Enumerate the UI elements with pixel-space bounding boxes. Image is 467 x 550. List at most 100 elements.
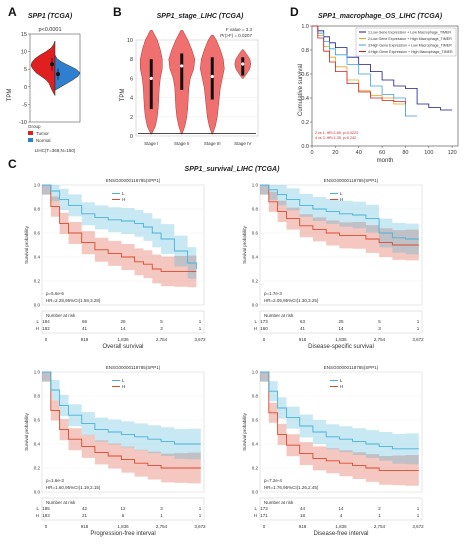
legend-label: 4:High Gene Expression + High Macrophage… <box>368 50 453 54</box>
km-curve-L <box>260 184 419 240</box>
xtick-label: Stage I <box>144 141 158 146</box>
risk-count: 4 <box>340 513 343 518</box>
risk-table-title: Number at risk <box>46 313 76 318</box>
risk-count: 12 <box>120 506 126 511</box>
risk-row-label: L <box>254 319 257 324</box>
pvalue-text: p=7.2e-4 <box>264 478 282 483</box>
km-curve-group-3 <box>312 25 418 117</box>
risk-count: 63 <box>300 319 306 324</box>
legend-swatch-normal <box>28 138 33 142</box>
plot-frame <box>29 33 81 123</box>
risk-row-label: L <box>36 506 39 511</box>
risk-count: 3 <box>378 326 381 331</box>
median-point <box>149 76 153 80</box>
risk-count: 14 <box>120 326 126 331</box>
xtick-label: 120 <box>448 150 457 156</box>
risk-table-frame <box>259 310 423 334</box>
km-curve-group-1 <box>312 25 453 111</box>
risk-count: 14 <box>338 326 344 331</box>
risk-count: 26 <box>120 319 126 324</box>
plot-frame <box>41 371 205 493</box>
ytick-label: 0.6 <box>34 231 41 236</box>
stat-text: 2 vs 1: HR=1.69, p=0.0223 <box>315 131 358 135</box>
xtick-label: Stage III <box>204 141 221 146</box>
km-curve-H <box>42 184 197 272</box>
plot-title: ENSG00000118785(SPP1) <box>106 178 161 183</box>
ytick-label: 15 <box>21 32 27 38</box>
y-axis-label: Survival probability <box>24 225 29 264</box>
ytick-label: 1.0 <box>34 183 41 188</box>
risk-count: 1 <box>417 319 420 324</box>
ytick-label: 10 <box>21 50 27 56</box>
legend-label: L <box>122 191 125 196</box>
ytick-label: 1.0 <box>34 370 41 375</box>
median-point <box>180 64 184 68</box>
risk-row-label: H <box>36 326 39 331</box>
panel-b-title: SPP1_stage_LIHC (TCGA) <box>157 13 244 20</box>
legend-label-normal: Normal <box>36 138 51 143</box>
km-curve-H <box>260 371 419 471</box>
boxplot-iqr <box>210 57 214 100</box>
median-point-normal <box>56 72 60 77</box>
risk-count: 44 <box>300 506 306 511</box>
panel-c-title: SPP1_survival_LIHC (TCGA) <box>185 166 281 173</box>
xtick-label: Stage IV <box>234 141 251 146</box>
xtick-label: 0 <box>45 524 48 529</box>
ytick-label: 0.6 <box>252 231 259 236</box>
hr-text: HR=2.28,95%CI(1.58,3.28) <box>46 298 101 303</box>
risk-count: 5 <box>160 319 163 324</box>
xtick-label: 80 <box>402 150 408 156</box>
ci-band-L <box>42 185 197 286</box>
risk-count: 171 <box>260 513 268 518</box>
risk-count: 1 <box>417 506 420 511</box>
ytick-label: 0.8 <box>252 394 259 399</box>
risk-table-frame <box>41 497 205 521</box>
xtick-label: 40 <box>356 150 362 156</box>
legend-frame <box>355 27 457 57</box>
risk-count: 1 <box>199 506 202 511</box>
panel-b-ylabel: TPM <box>120 89 126 102</box>
km-curve-L <box>42 371 201 445</box>
km-panels: ENSG00000118785(SPP1) Survival probabilit… <box>24 178 424 537</box>
plot-title: ENSG00000118785(SPP1) <box>324 178 379 183</box>
xtick-label: 918 <box>299 524 307 529</box>
legend-label: L <box>340 191 343 196</box>
ytick-label: 10 <box>127 38 133 44</box>
km-curve-H <box>260 184 419 246</box>
pvalue-text: p=1.6e-3 <box>46 478 64 483</box>
ytick-label: 0.8 <box>34 207 41 212</box>
panel-a-pvalue: p<0.0001 <box>38 27 61 33</box>
risk-count: 66 <box>82 319 88 324</box>
panel-a-ylabel: TPM <box>7 89 13 102</box>
boxplot-iqr <box>241 57 245 76</box>
risk-count: 14 <box>338 506 344 511</box>
x-axis-label: Disease-free interval <box>313 531 368 537</box>
risk-count: 42 <box>82 506 88 511</box>
ytick-label: 5 <box>24 67 27 73</box>
ytick-label: 0.4 <box>34 442 41 447</box>
ytick-label: 0.2 <box>34 279 41 284</box>
ytick-label: 1.0 <box>252 183 259 188</box>
panel-d-xlabel: month <box>377 158 394 164</box>
risk-count: 41 <box>82 326 88 331</box>
xtick-label: 0 <box>45 337 48 342</box>
ytick-label: 0.4 <box>252 442 259 447</box>
y-axis-label: Survival probability <box>242 225 247 264</box>
legend-label: H <box>122 197 125 202</box>
panel-c-letter: C <box>8 157 17 171</box>
ci-band-L <box>260 372 419 465</box>
legend-swatch-tumor <box>28 131 33 135</box>
panel-d-letter: D <box>290 5 299 19</box>
boxplot-iqr <box>180 53 184 90</box>
xtick-label: 60 <box>379 150 385 156</box>
legend-label: 1:Low Gene Expression + Low Macrophage_T… <box>368 31 451 35</box>
hr-text: HR=1.76,95%CI(1.26,2.45) <box>264 485 319 490</box>
ytick-label: -5 <box>22 102 27 108</box>
legend-label: L <box>122 378 125 383</box>
ytick-label: 0.0 <box>252 303 259 308</box>
legend-label: H <box>122 384 125 389</box>
risk-count: 1 <box>378 513 381 518</box>
xtick-label: 3,672 <box>194 524 206 529</box>
risk-row-label: L <box>36 319 39 324</box>
